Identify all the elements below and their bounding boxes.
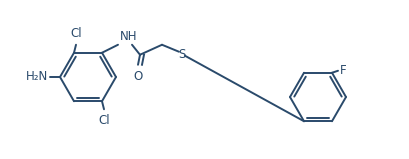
Text: Cl: Cl: [70, 27, 82, 40]
Text: NH: NH: [120, 30, 137, 43]
Text: Cl: Cl: [98, 114, 110, 127]
Text: O: O: [133, 70, 142, 83]
Text: S: S: [178, 48, 185, 61]
Text: F: F: [339, 64, 346, 77]
Text: H₂N: H₂N: [26, 70, 48, 83]
